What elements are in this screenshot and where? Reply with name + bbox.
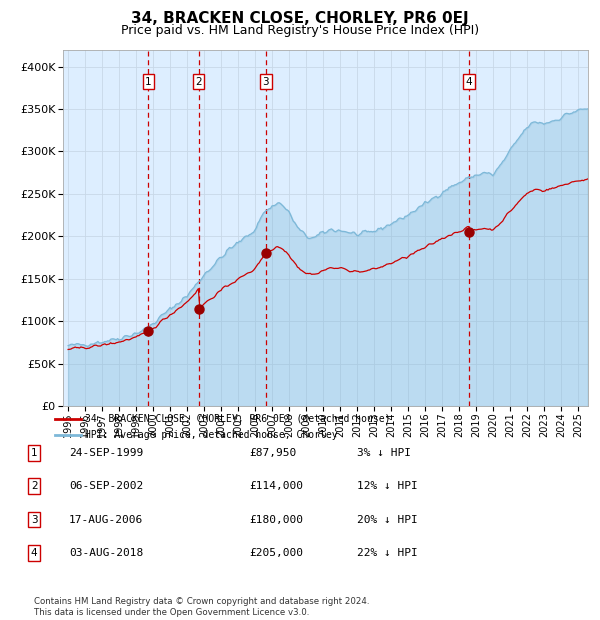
Text: 1: 1 [145, 77, 152, 87]
Text: Price paid vs. HM Land Registry's House Price Index (HPI): Price paid vs. HM Land Registry's House … [121, 24, 479, 37]
Text: Contains HM Land Registry data © Crown copyright and database right 2024.
This d: Contains HM Land Registry data © Crown c… [34, 598, 370, 617]
Text: £205,000: £205,000 [249, 548, 303, 558]
Text: 20% ↓ HPI: 20% ↓ HPI [357, 515, 418, 525]
Text: 2: 2 [31, 481, 38, 491]
Text: £87,950: £87,950 [249, 448, 296, 458]
Text: 17-AUG-2006: 17-AUG-2006 [69, 515, 143, 525]
Text: 22% ↓ HPI: 22% ↓ HPI [357, 548, 418, 558]
Text: 06-SEP-2002: 06-SEP-2002 [69, 481, 143, 491]
Text: 03-AUG-2018: 03-AUG-2018 [69, 548, 143, 558]
Text: HPI: Average price, detached house, Chorley: HPI: Average price, detached house, Chor… [85, 430, 338, 440]
Text: 2: 2 [195, 77, 202, 87]
Text: 4: 4 [31, 548, 38, 558]
Text: £180,000: £180,000 [249, 515, 303, 525]
Text: 4: 4 [466, 77, 472, 87]
Text: 34, BRACKEN CLOSE, CHORLEY, PR6 0EJ: 34, BRACKEN CLOSE, CHORLEY, PR6 0EJ [131, 11, 469, 25]
Text: 3: 3 [262, 77, 269, 87]
Text: 3: 3 [31, 515, 38, 525]
Text: 24-SEP-1999: 24-SEP-1999 [69, 448, 143, 458]
Text: 34, BRACKEN CLOSE, CHORLEY, PR6 0EJ (detached house): 34, BRACKEN CLOSE, CHORLEY, PR6 0EJ (det… [85, 414, 391, 424]
Text: 3% ↓ HPI: 3% ↓ HPI [357, 448, 411, 458]
Text: 12% ↓ HPI: 12% ↓ HPI [357, 481, 418, 491]
Text: £114,000: £114,000 [249, 481, 303, 491]
Text: 1: 1 [31, 448, 38, 458]
